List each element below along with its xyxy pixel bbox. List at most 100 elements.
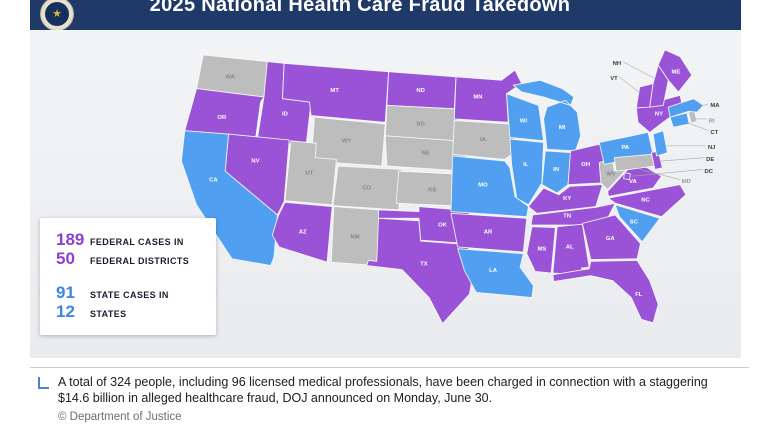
state-NJ: [652, 130, 668, 157]
legend-value-federal-districts: 50: [56, 249, 75, 268]
state-label-NJ: NJ: [708, 145, 716, 151]
state-label-MD: MD: [682, 179, 691, 185]
state-UT: [284, 140, 337, 206]
state-label-TN: TN: [563, 213, 571, 219]
state-label-CA: CA: [209, 177, 218, 183]
state-label-NM: NM: [350, 235, 359, 241]
state-OR: [184, 88, 265, 140]
state-label-IA: IA: [480, 137, 487, 143]
state-label-IL: IL: [523, 162, 529, 168]
state-AZ: [271, 201, 333, 263]
state-label-WI: WI: [520, 118, 528, 124]
leader-line-MA: [700, 103, 709, 107]
state-MS: [526, 226, 556, 274]
state-IN: [541, 150, 571, 194]
caption-divider: [30, 367, 749, 368]
state-CO: [332, 165, 403, 211]
state-DC: [623, 172, 631, 180]
state-label-MO: MO: [478, 182, 488, 188]
state-label-OR: OR: [217, 115, 227, 121]
state-label-WY: WY: [342, 139, 352, 145]
state-MI: [512, 79, 582, 152]
infographic-title: 2025 National Health Care Fraud Takedown: [149, 0, 571, 16]
state-label-CO: CO: [362, 186, 371, 192]
state-label-MI: MI: [559, 125, 566, 131]
leader-line-CT: [686, 122, 709, 131]
state-NH: [649, 64, 669, 108]
state-label-AL: AL: [566, 245, 574, 251]
legend-row-federal-districts: 50 FEDERAL DISTRICTS: [56, 249, 206, 268]
caption-block: A total of 324 people, including 96 lice…: [38, 374, 720, 423]
state-TN: [530, 202, 616, 226]
state-LA: [457, 248, 534, 298]
legend-row-states: 12 STATES: [56, 302, 206, 321]
state-label-TX: TX: [420, 262, 428, 268]
state-label-SC: SC: [630, 219, 639, 225]
leader-line-DE: [660, 157, 705, 162]
state-label-GA: GA: [606, 236, 616, 242]
leader-line-DC: [632, 169, 703, 177]
state-label-MA: MA: [710, 103, 720, 109]
legend-value-states: 12: [56, 302, 75, 321]
caption-text: A total of 324 people, including 96 lice…: [58, 375, 708, 405]
state-label-VA: VA: [629, 179, 637, 185]
state-label-DC: DC: [705, 169, 714, 175]
state-label-PA: PA: [621, 145, 629, 151]
state-label-OH: OH: [581, 162, 590, 168]
state-label-UT: UT: [305, 171, 313, 177]
legend-label-federal-districts: FEDERAL DISTRICTS: [90, 256, 190, 266]
state-label-WV: WV: [606, 171, 616, 177]
state-label-MS: MS: [538, 246, 547, 252]
state-label-NY: NY: [655, 112, 663, 118]
state-label-ID: ID: [282, 112, 288, 118]
state-label-IN: IN: [553, 167, 559, 173]
state-label-LA: LA: [489, 268, 498, 274]
leader-line-NH: [622, 61, 655, 79]
state-label-WA: WA: [225, 74, 235, 80]
state-SC: [614, 204, 661, 243]
doj-seal-icon: ★: [40, 0, 74, 30]
state-WI: [506, 93, 545, 142]
legend-row-federal-cases: 189 FEDERAL CASES IN: [56, 230, 206, 249]
takedown-infographic: ★ 2025 National Health Care Fraud Takedo…: [30, 0, 741, 358]
state-label-ND: ND: [416, 88, 425, 94]
state-label-NV: NV: [251, 159, 259, 165]
state-ME: [657, 49, 693, 93]
state-FL: [552, 260, 659, 324]
state-label-OK: OK: [438, 223, 448, 229]
state-label-RI: RI: [709, 118, 715, 124]
state-label-NC: NC: [641, 197, 650, 203]
state-CT: [669, 112, 690, 128]
state-KY: [528, 184, 604, 214]
doj-seal-star-icon: ★: [45, 2, 69, 26]
state-label-AR: AR: [484, 229, 493, 235]
state-AR: [450, 212, 528, 253]
leader-line-MD: [639, 169, 681, 180]
state-NC: [608, 184, 687, 218]
state-GA: [581, 214, 641, 261]
state-IL: [509, 138, 545, 206]
state-label-NE: NE: [422, 150, 430, 156]
infographic-header-bar: ★ 2025 National Health Care Fraud Takedo…: [30, 0, 741, 30]
caption-credit: © Department of Justice: [58, 411, 182, 423]
us-map: WA OR CA NV ID MT WY UT CO AZ NM ND SD NE KS OK TX MN IA MO…: [180, 49, 720, 325]
state-MD: [613, 153, 656, 172]
state-label-KS: KS: [428, 187, 436, 193]
state-MA: [667, 98, 705, 118]
legend-card: 189 FEDERAL CASES IN 50 FEDERAL DISTRICT…: [40, 218, 216, 335]
state-label-MN: MN: [473, 95, 482, 101]
legend-value-state-cases: 91: [56, 283, 75, 302]
leader-line-VT: [619, 76, 641, 94]
state-CA: [180, 130, 278, 266]
state-label-NH: NH: [613, 61, 622, 67]
state-TX: [366, 217, 475, 325]
state-label-CT: CT: [710, 130, 718, 136]
state-label-ME: ME: [671, 69, 680, 75]
state-label-VT: VT: [610, 76, 618, 82]
state-label-DE: DE: [706, 157, 714, 163]
state-label-SD: SD: [417, 122, 425, 128]
legend-value-federal-cases: 189: [56, 230, 85, 249]
state-label-AZ: AZ: [299, 229, 307, 235]
state-MN: [453, 69, 523, 123]
state-label-KY: KY: [563, 196, 571, 202]
